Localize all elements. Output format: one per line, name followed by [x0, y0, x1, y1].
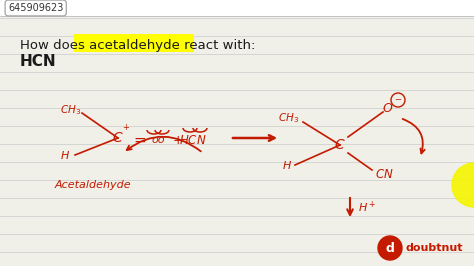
Text: doubtnut: doubtnut [406, 243, 464, 253]
Text: $\mathit{C}$: $\mathit{C}$ [112, 131, 124, 145]
Circle shape [378, 236, 402, 260]
Text: −: − [394, 95, 401, 105]
FancyBboxPatch shape [74, 34, 194, 52]
Text: +: + [122, 123, 129, 132]
Text: $\mathit{CH_3}$: $\mathit{CH_3}$ [60, 103, 81, 117]
Text: $\mathit{C}$: $\mathit{C}$ [334, 138, 346, 152]
Text: $\mathit{HCN}$: $\mathit{HCN}$ [179, 134, 207, 147]
Text: How does acetaldehyde react with:: How does acetaldehyde react with: [20, 39, 255, 52]
Text: +: + [173, 134, 183, 147]
Text: $\mathit{H^+}$: $\mathit{H^+}$ [358, 199, 376, 215]
Text: $\mathit{CN}$: $\mathit{CN}$ [375, 168, 394, 181]
Text: oo: oo [151, 135, 165, 145]
Circle shape [452, 163, 474, 207]
Text: $\mathit{H}$: $\mathit{H}$ [60, 149, 70, 161]
Text: =: = [134, 132, 146, 148]
Text: $\mathit{H}$: $\mathit{H}$ [282, 159, 292, 171]
Text: $\mathit{O}$: $\mathit{O}$ [383, 102, 394, 114]
Text: 645909623: 645909623 [8, 3, 64, 13]
Text: $\mathit{CH_3}$: $\mathit{CH_3}$ [278, 111, 299, 125]
FancyArrowPatch shape [402, 119, 425, 153]
Text: HCN: HCN [20, 55, 56, 69]
FancyArrowPatch shape [127, 137, 201, 151]
Text: Acetaldehyde: Acetaldehyde [55, 180, 132, 190]
Text: d: d [385, 242, 394, 255]
